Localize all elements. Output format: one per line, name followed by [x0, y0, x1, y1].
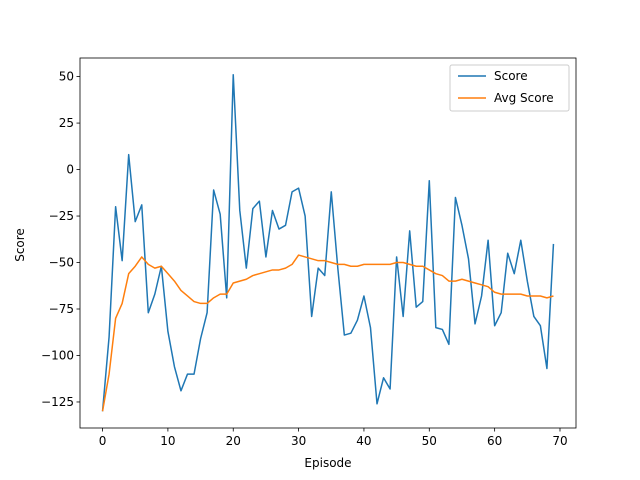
x-tick-label: 20	[226, 434, 241, 448]
x-tick-label: 60	[487, 434, 502, 448]
x-tick-label: 40	[356, 434, 371, 448]
y-tick-label: −75	[49, 302, 74, 316]
x-tick-label: 30	[291, 434, 306, 448]
y-axis: −125 −100 −75 −50 −25 0 25 50	[41, 70, 80, 409]
legend-label-0: Score	[494, 69, 528, 83]
x-axis: 0 10 20 30 40 50 60 70	[99, 428, 568, 448]
legend: Score Avg Score	[449, 64, 570, 112]
y-tick-label: −100	[41, 348, 74, 362]
series-line-1	[101, 254, 554, 412]
x-tick-label: 70	[552, 434, 567, 448]
y-tick-label: −50	[49, 256, 74, 270]
legend-label-1: Avg Score	[494, 91, 554, 105]
x-axis-label: Episode	[304, 456, 351, 470]
y-tick-label: 25	[59, 116, 74, 130]
y-tick-label: 50	[59, 70, 74, 84]
x-tick-label: 50	[422, 434, 437, 448]
x-tick-label: 10	[160, 434, 175, 448]
y-tick-label: −25	[49, 209, 74, 223]
x-tick-label: 0	[99, 434, 107, 448]
plot-area	[101, 73, 555, 412]
series-line-0	[101, 73, 555, 412]
y-tick-label: −125	[41, 395, 74, 409]
y-axis-label: Score	[13, 228, 27, 262]
y-tick-label: 0	[66, 163, 74, 177]
plot-frame	[79, 57, 577, 429]
